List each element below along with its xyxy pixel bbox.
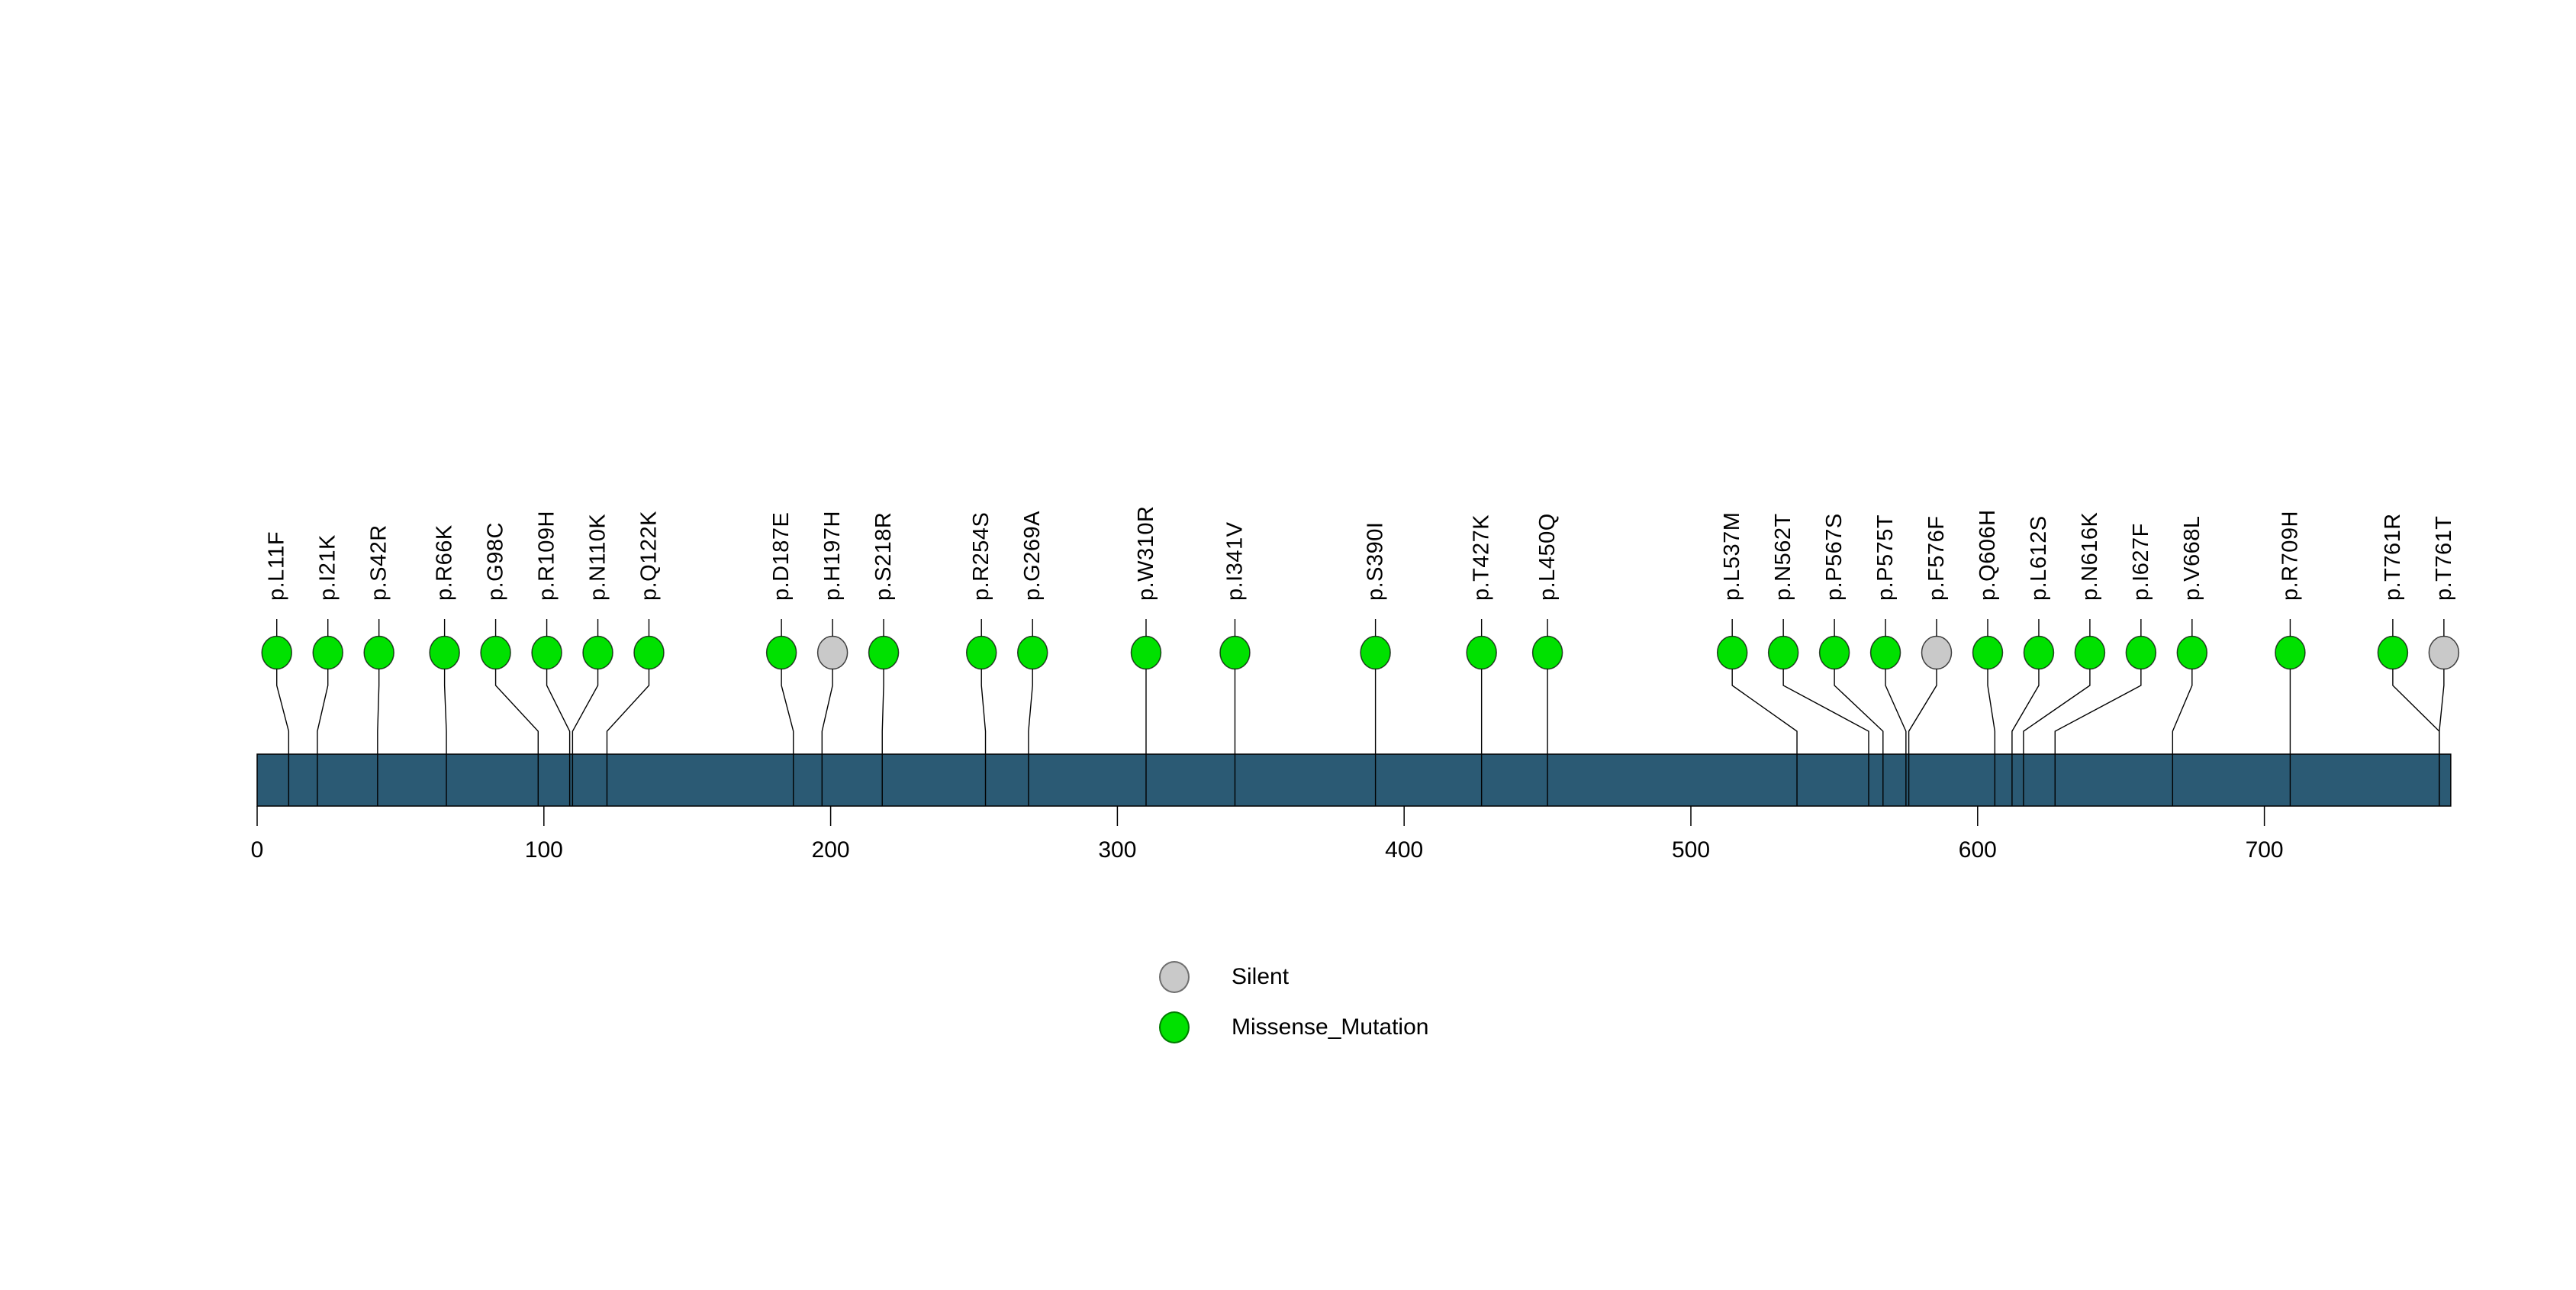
mutation-point — [2275, 635, 2306, 670]
mutation-point — [2176, 635, 2208, 670]
mutation-point — [1219, 635, 1251, 670]
mutation-label: p.S218R — [871, 512, 896, 601]
mutation-point — [480, 635, 511, 670]
mutation-point — [1818, 635, 1850, 670]
mutation-label: p.T427K — [1470, 514, 1494, 601]
legend-label-missense: Missense_Mutation — [1232, 1014, 1429, 1040]
mutation-label: p.G98C — [484, 522, 508, 601]
mutation-point — [1767, 635, 1799, 670]
mutation-label: p.L612S — [2027, 515, 2051, 601]
axis-tick-label: 700 — [2246, 837, 2284, 863]
mutation-label: p.R254S — [969, 512, 993, 601]
mutation-label: p.L11F — [265, 531, 289, 601]
mutation-label: p.R109H — [535, 511, 559, 601]
mutation-point — [1716, 635, 1748, 670]
legend-item-missense: Missense_Mutation — [1159, 1011, 1428, 1043]
missense-swatch-icon — [1159, 1011, 1190, 1043]
protein-bar — [256, 753, 2452, 807]
mutation-point — [633, 635, 665, 670]
mutation-label: p.N110K — [586, 514, 610, 601]
axis-tick-label: 0 — [251, 837, 264, 863]
mutation-point — [1016, 635, 1048, 670]
mutation-point — [965, 635, 997, 670]
mutation-label: p.T761T — [2432, 516, 2456, 601]
mutation-point — [1972, 635, 2004, 670]
mutation-label: p.I341V — [1222, 521, 1247, 601]
mutation-point — [1531, 635, 1563, 670]
mutation-point — [531, 635, 562, 670]
mutation-label: p.W310R — [1134, 506, 1158, 601]
mutation-point — [816, 635, 848, 670]
mutation-label: p.H197H — [820, 511, 845, 601]
legend-item-silent: Silent — [1159, 961, 1428, 993]
mutation-label: p.R66K — [433, 524, 457, 601]
mutation-point — [2023, 635, 2055, 670]
axis-tick-label: 100 — [525, 837, 563, 863]
mutation-label: p.I627F — [2129, 523, 2153, 601]
mutation-point — [2377, 635, 2409, 670]
axis-tick-label: 300 — [1098, 837, 1136, 863]
mutation-label: p.P567S — [1822, 513, 1847, 601]
mutation-label: p.N562T — [1771, 513, 1795, 601]
mutation-point — [312, 635, 343, 670]
mutation-label: p.S42R — [367, 524, 391, 601]
mutation-label: p.F576F — [1924, 516, 1949, 601]
mutation-point — [1360, 635, 1391, 670]
mutation-point — [2125, 635, 2157, 670]
axis-tick-label: 400 — [1385, 837, 1423, 863]
mutation-point — [2074, 635, 2106, 670]
mutation-label: p.V668L — [2180, 515, 2204, 601]
legend: Silent Missense_Mutation — [1159, 961, 1428, 1043]
mutation-label: p.Q122K — [636, 511, 661, 601]
axis-tick-label: 600 — [1959, 837, 1997, 863]
mutation-point — [363, 635, 394, 670]
mutation-point — [2428, 635, 2460, 670]
mutation-label: p.P575T — [1873, 514, 1898, 601]
mutation-point — [582, 635, 613, 670]
mutation-label: p.G269A — [1020, 511, 1045, 601]
mutation-label: p.I21K — [316, 534, 340, 601]
mutation-point — [261, 635, 292, 670]
mutation-label: p.T761R — [2381, 513, 2405, 601]
mutation-label: p.S390I — [1364, 522, 1388, 601]
mutation-point — [765, 635, 797, 670]
mutation-label: p.D187E — [769, 512, 794, 601]
mutation-label: p.Q606H — [1975, 509, 2000, 601]
mutation-label: p.R709H — [2278, 511, 2302, 601]
mutation-point — [868, 635, 900, 670]
mutation-label: p.L450Q — [1535, 513, 1560, 601]
axis-tick-label: 200 — [812, 837, 850, 863]
mutation-label: p.L537M — [1720, 512, 1744, 601]
mutation-point — [1869, 635, 1901, 670]
legend-label-silent: Silent — [1232, 964, 1290, 989]
mutation-point — [1921, 635, 1953, 670]
mutation-label: p.N616K — [2078, 511, 2102, 601]
silent-swatch-icon — [1159, 961, 1190, 993]
axis-tick-label: 500 — [1672, 837, 1710, 863]
mutation-point — [1130, 635, 1162, 670]
mutation-point — [429, 635, 460, 670]
mutation-point — [1466, 635, 1497, 670]
